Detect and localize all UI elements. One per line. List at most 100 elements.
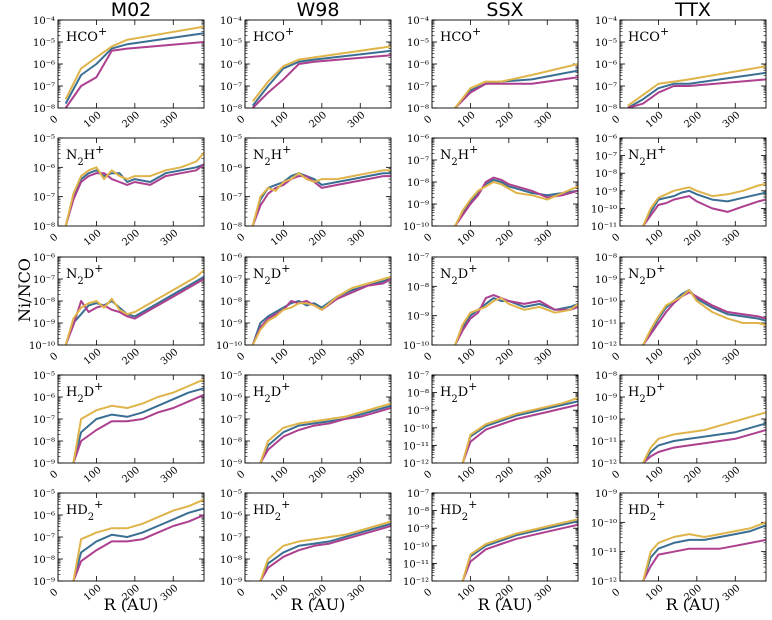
panel-frame — [244, 492, 392, 582]
panel-frame — [619, 492, 767, 582]
y-tick-label: 10⁻⁶ — [220, 253, 242, 264]
panel-frame — [431, 137, 579, 227]
x-tick-label: 0 — [48, 114, 60, 127]
x-tick-label: 100 — [82, 228, 104, 249]
y-tick-label: 10⁻¹¹ — [403, 441, 429, 452]
line-series3 — [642, 182, 766, 226]
x-tick-label: 200 — [307, 228, 329, 249]
x-tick-label: 200 — [494, 110, 516, 131]
y-tick-label: 10⁻⁹ — [407, 524, 429, 535]
panel-frame — [57, 137, 205, 227]
line-series1 — [72, 507, 204, 581]
x-tick-label: 100 — [82, 583, 104, 604]
y-tick-label: 10⁻⁶ — [33, 60, 55, 71]
x-tick-label: 300 — [721, 347, 743, 368]
y-tick-label: 10⁻⁵ — [220, 38, 242, 49]
y-tick-label: 10⁻⁹ — [407, 312, 429, 323]
y-tick-label: 10⁻⁴ — [407, 16, 429, 27]
y-tick-label: 10⁻⁸ — [33, 555, 55, 566]
line-series3 — [64, 152, 204, 226]
y-tick-label: 10⁻⁴ — [33, 16, 55, 27]
x-tick-label: 0 — [235, 587, 247, 600]
y-tick-label: 10⁻⁹ — [595, 187, 617, 198]
y-tick-label: 10⁻⁹ — [595, 489, 617, 500]
y-tick-label: 10⁻¹⁰ — [403, 222, 429, 233]
y-tick-label: 10⁻¹¹ — [403, 559, 429, 570]
y-tick-label: 10⁻⁶ — [407, 60, 429, 71]
y-tick-label: 10⁻⁸ — [220, 555, 242, 566]
line-series1 — [642, 189, 766, 226]
panel-ssx-n2hplus: 10⁻¹⁰ 10⁻⁹ 10⁻⁸ 10⁻⁷ 10⁻⁶ 0 100 200 300 N2H+ — [403, 134, 579, 248]
x-tick-label: 200 — [307, 465, 329, 486]
line-series1 — [259, 404, 391, 463]
x-tick-label: 100 — [456, 347, 478, 368]
y-tick-label: 10⁻⁶ — [220, 163, 242, 174]
line-series3 — [64, 25, 204, 100]
line-series1 — [642, 422, 766, 463]
x-tick-label: 200 — [682, 465, 704, 486]
line-series3 — [454, 297, 578, 345]
x-tick-label: 200 — [307, 347, 329, 368]
y-tick-label: 10⁻¹⁰ — [591, 297, 617, 308]
panel-frame — [57, 492, 205, 582]
line-series3 — [627, 65, 766, 107]
column-titles: M02 W98 SSX TTX — [111, 0, 711, 21]
x-tick-label: 200 — [494, 347, 516, 368]
line-series1 — [627, 71, 766, 108]
panel-m02-n2dplus: 10⁻¹⁰ 10⁻⁹ 10⁻⁸ 10⁻⁷ 10⁻⁶ 0 100 200 300 N2D+ — [29, 253, 205, 367]
line-series1 — [64, 32, 204, 105]
y-tick-label: 10⁻⁸ — [407, 389, 429, 400]
line-series2 — [642, 538, 766, 581]
x-tick-label: 0 — [422, 469, 434, 482]
species-label: HCO+ — [253, 25, 294, 46]
panel-frame — [619, 256, 767, 346]
y-tick-label: 10⁻¹¹ — [591, 548, 617, 559]
species-label: N2D+ — [440, 262, 477, 287]
series-group — [251, 275, 391, 345]
line-series3 — [642, 521, 766, 581]
y-tick-label: 10⁻⁷ — [220, 533, 242, 544]
line-series2 — [259, 525, 391, 581]
species-label: N2D+ — [66, 262, 103, 287]
x-tick-label: 200 — [120, 465, 142, 486]
y-tick-label: 10⁻⁸ — [220, 104, 242, 115]
y-tick-label: 10⁻¹⁰ — [591, 518, 617, 529]
x-tick-label: 200 — [307, 110, 329, 131]
panel-m02-hcoplus: 10⁻⁸ 10⁻⁷ 10⁻⁶ 10⁻⁵ 10⁻⁴ 0 100 200 300 HCO+ — [33, 16, 205, 131]
x-tick-label: 200 — [494, 465, 516, 486]
y-tick-label: 10⁻⁸ — [595, 169, 617, 180]
x-tick-label: 300 — [159, 110, 181, 131]
species-label: N2H+ — [66, 143, 104, 168]
series-group — [64, 152, 204, 226]
line-series3 — [251, 169, 391, 226]
x-tick-label: 300 — [159, 583, 181, 604]
panel-m02-n2hplus: 10⁻⁸ 10⁻⁷ 10⁻⁶ 10⁻⁵ 0 100 200 300 N2H+ — [33, 134, 205, 249]
line-series2 — [454, 294, 578, 345]
panel-ttx-n2hplus: 10⁻¹¹ 10⁻¹⁰ 10⁻⁹ 10⁻⁸ 10⁻⁷ 10⁻⁶ 0 100 200 300 N2H+ — [591, 134, 767, 249]
x-tick-label: 200 — [682, 228, 704, 249]
x-tick-label: 0 — [48, 469, 60, 482]
x-axis-label: R (AU) — [104, 595, 159, 614]
y-tick-label: 10⁻⁸ — [407, 282, 429, 293]
panel-frame — [244, 374, 392, 464]
series-group — [642, 289, 766, 345]
x-tick-label: 0 — [422, 351, 434, 364]
y-tick-label: 10⁻¹⁰ — [29, 341, 55, 352]
line-series3 — [72, 498, 204, 581]
x-tick-label: 300 — [721, 110, 743, 131]
y-tick-label: 10⁻⁹ — [595, 393, 617, 404]
line-series2 — [72, 393, 204, 463]
line-series3 — [251, 275, 391, 345]
x-tick-label: 300 — [346, 228, 368, 249]
panel-ssx-hcoplus: 10⁻⁸ 10⁻⁷ 10⁻⁶ 10⁻⁵ 10⁻⁴ 0 100 200 300 HCO+ — [407, 16, 579, 131]
species-label: HD2+ — [440, 498, 477, 523]
x-tick-label: 0 — [235, 232, 247, 245]
panel-w98-n2dplus: 10⁻¹⁰ 10⁻⁹ 10⁻⁸ 10⁻⁷ 10⁻⁶ 0 100 200 300 N2D+ — [216, 253, 392, 368]
series-group — [461, 396, 578, 463]
y-tick-label: 10⁻⁷ — [595, 82, 617, 93]
x-tick-label: 100 — [269, 583, 291, 604]
line-series1 — [259, 522, 391, 581]
y-tick-label: 10⁻⁸ — [33, 222, 55, 233]
line-series2 — [259, 407, 391, 463]
